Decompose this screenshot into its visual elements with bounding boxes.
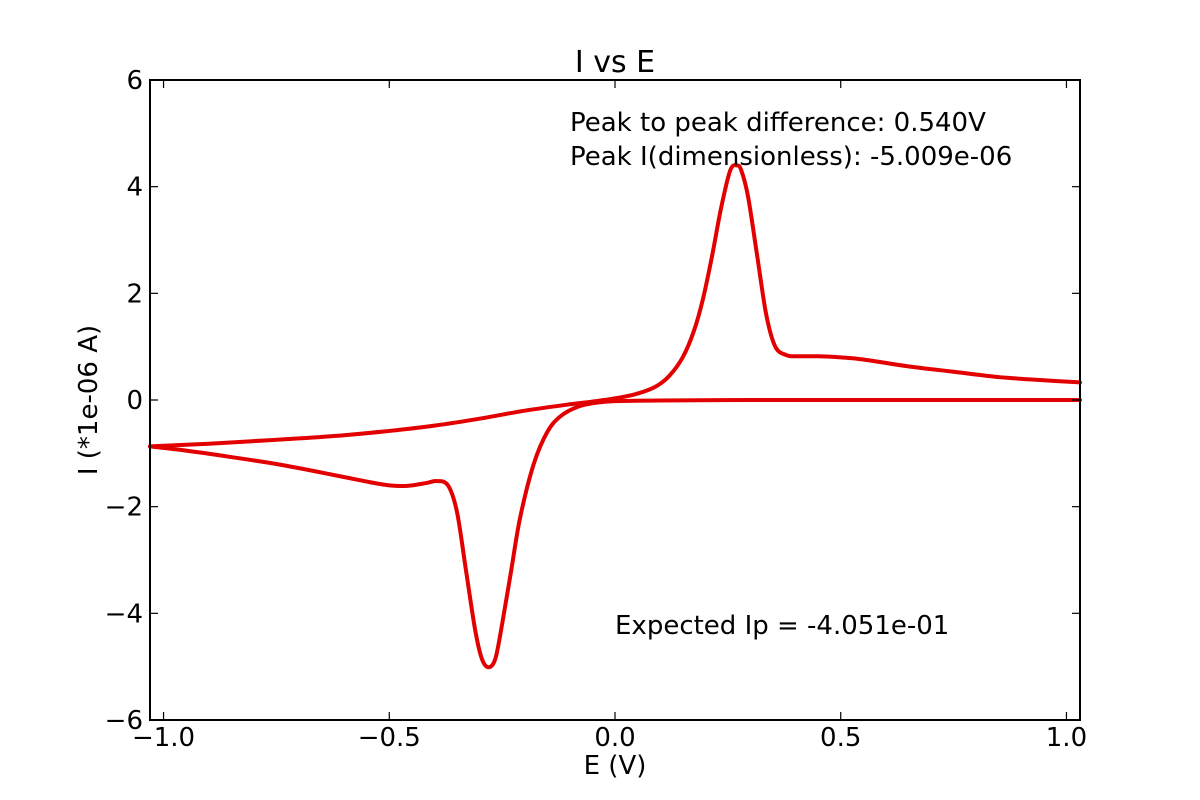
y-tick-label: 4	[126, 173, 143, 203]
y-axis-label: I (*1e-06 A)	[74, 325, 104, 475]
y-tick-label: 2	[126, 279, 143, 309]
plot-frame	[149, 79, 1081, 721]
x-tick-label: −0.5	[358, 723, 421, 753]
x-tick-label: 0.5	[820, 723, 861, 753]
y-tick-label: 6	[126, 66, 143, 96]
annotation-peak-current: Peak I(dimensionless): -5.009e-06	[570, 142, 1012, 172]
x-tick-label: 1.0	[1046, 723, 1087, 753]
series-line-0	[148, 397, 1082, 670]
annotation-peak-difference: Peak to peak difference: 0.540V	[570, 108, 986, 138]
series-line-1	[148, 163, 1082, 449]
tick-layer: −1.0 −0.5 0.0 0.5 1.0 6 4 2 0 −2 −4 −6	[105, 66, 1087, 753]
y-tick-label: 0	[126, 386, 143, 416]
y-tick-label: −2	[105, 493, 143, 523]
y-tick-label: −6	[105, 706, 143, 736]
annotation-expected-ip: Expected Ip = -4.051e-01	[615, 611, 949, 641]
series-layer	[148, 163, 1082, 670]
chart-title: I vs E	[575, 45, 655, 80]
y-tick-label: −4	[105, 599, 143, 629]
x-tick-label: 0.0	[594, 723, 635, 753]
x-axis-label: E (V)	[584, 751, 647, 781]
x-tick-label: −1.0	[132, 723, 195, 753]
